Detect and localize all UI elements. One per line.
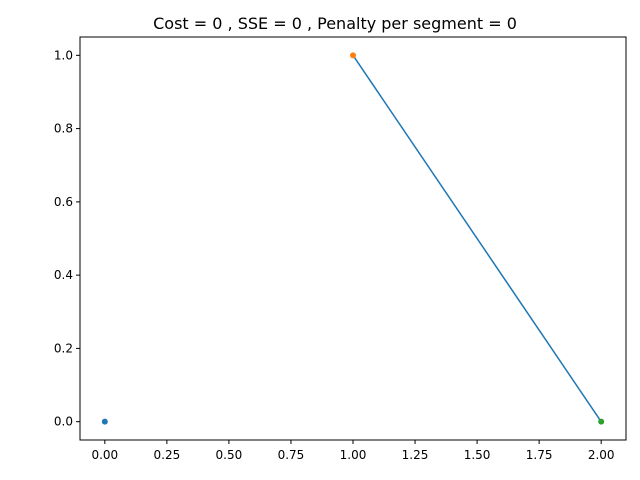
x-tick-label-1: 0.25 bbox=[154, 448, 181, 462]
x-tick-label-3: 0.75 bbox=[278, 448, 305, 462]
axes-frame bbox=[79, 36, 627, 441]
segment-line-0 bbox=[352, 54, 602, 423]
data-point-1 bbox=[350, 52, 356, 59]
data-point-2 bbox=[598, 418, 605, 425]
plot-area: 0.00 0.25 0.50 0.75 1.00 1.25 1.50 1.75 2.00 0.0 0… bbox=[54, 36, 627, 462]
y-tick-label-1: 0.2 bbox=[54, 341, 73, 355]
y-tick-label-2: 0.4 bbox=[54, 268, 73, 282]
chart-title: Cost = 0 , SSE = 0 , Penalty per segment… bbox=[153, 14, 517, 33]
y-tick-label-4: 0.8 bbox=[54, 122, 73, 136]
x-tick-label-4: 1.00 bbox=[340, 448, 367, 462]
x-tick-label-5: 1.25 bbox=[402, 448, 429, 462]
y-tick-label-3: 0.6 bbox=[54, 195, 73, 209]
x-tick-label-2: 0.50 bbox=[216, 448, 243, 462]
x-tick-label-6: 1.50 bbox=[464, 448, 491, 462]
x-tick-label-8: 2.00 bbox=[588, 448, 615, 462]
x-tick-label-7: 1.75 bbox=[526, 448, 553, 462]
x-tick-label-0: 0.00 bbox=[91, 448, 118, 462]
y-tick-label-0: 0.0 bbox=[54, 415, 73, 429]
data-point-0 bbox=[101, 418, 108, 425]
y-tick-label-5: 1.0 bbox=[54, 48, 73, 62]
